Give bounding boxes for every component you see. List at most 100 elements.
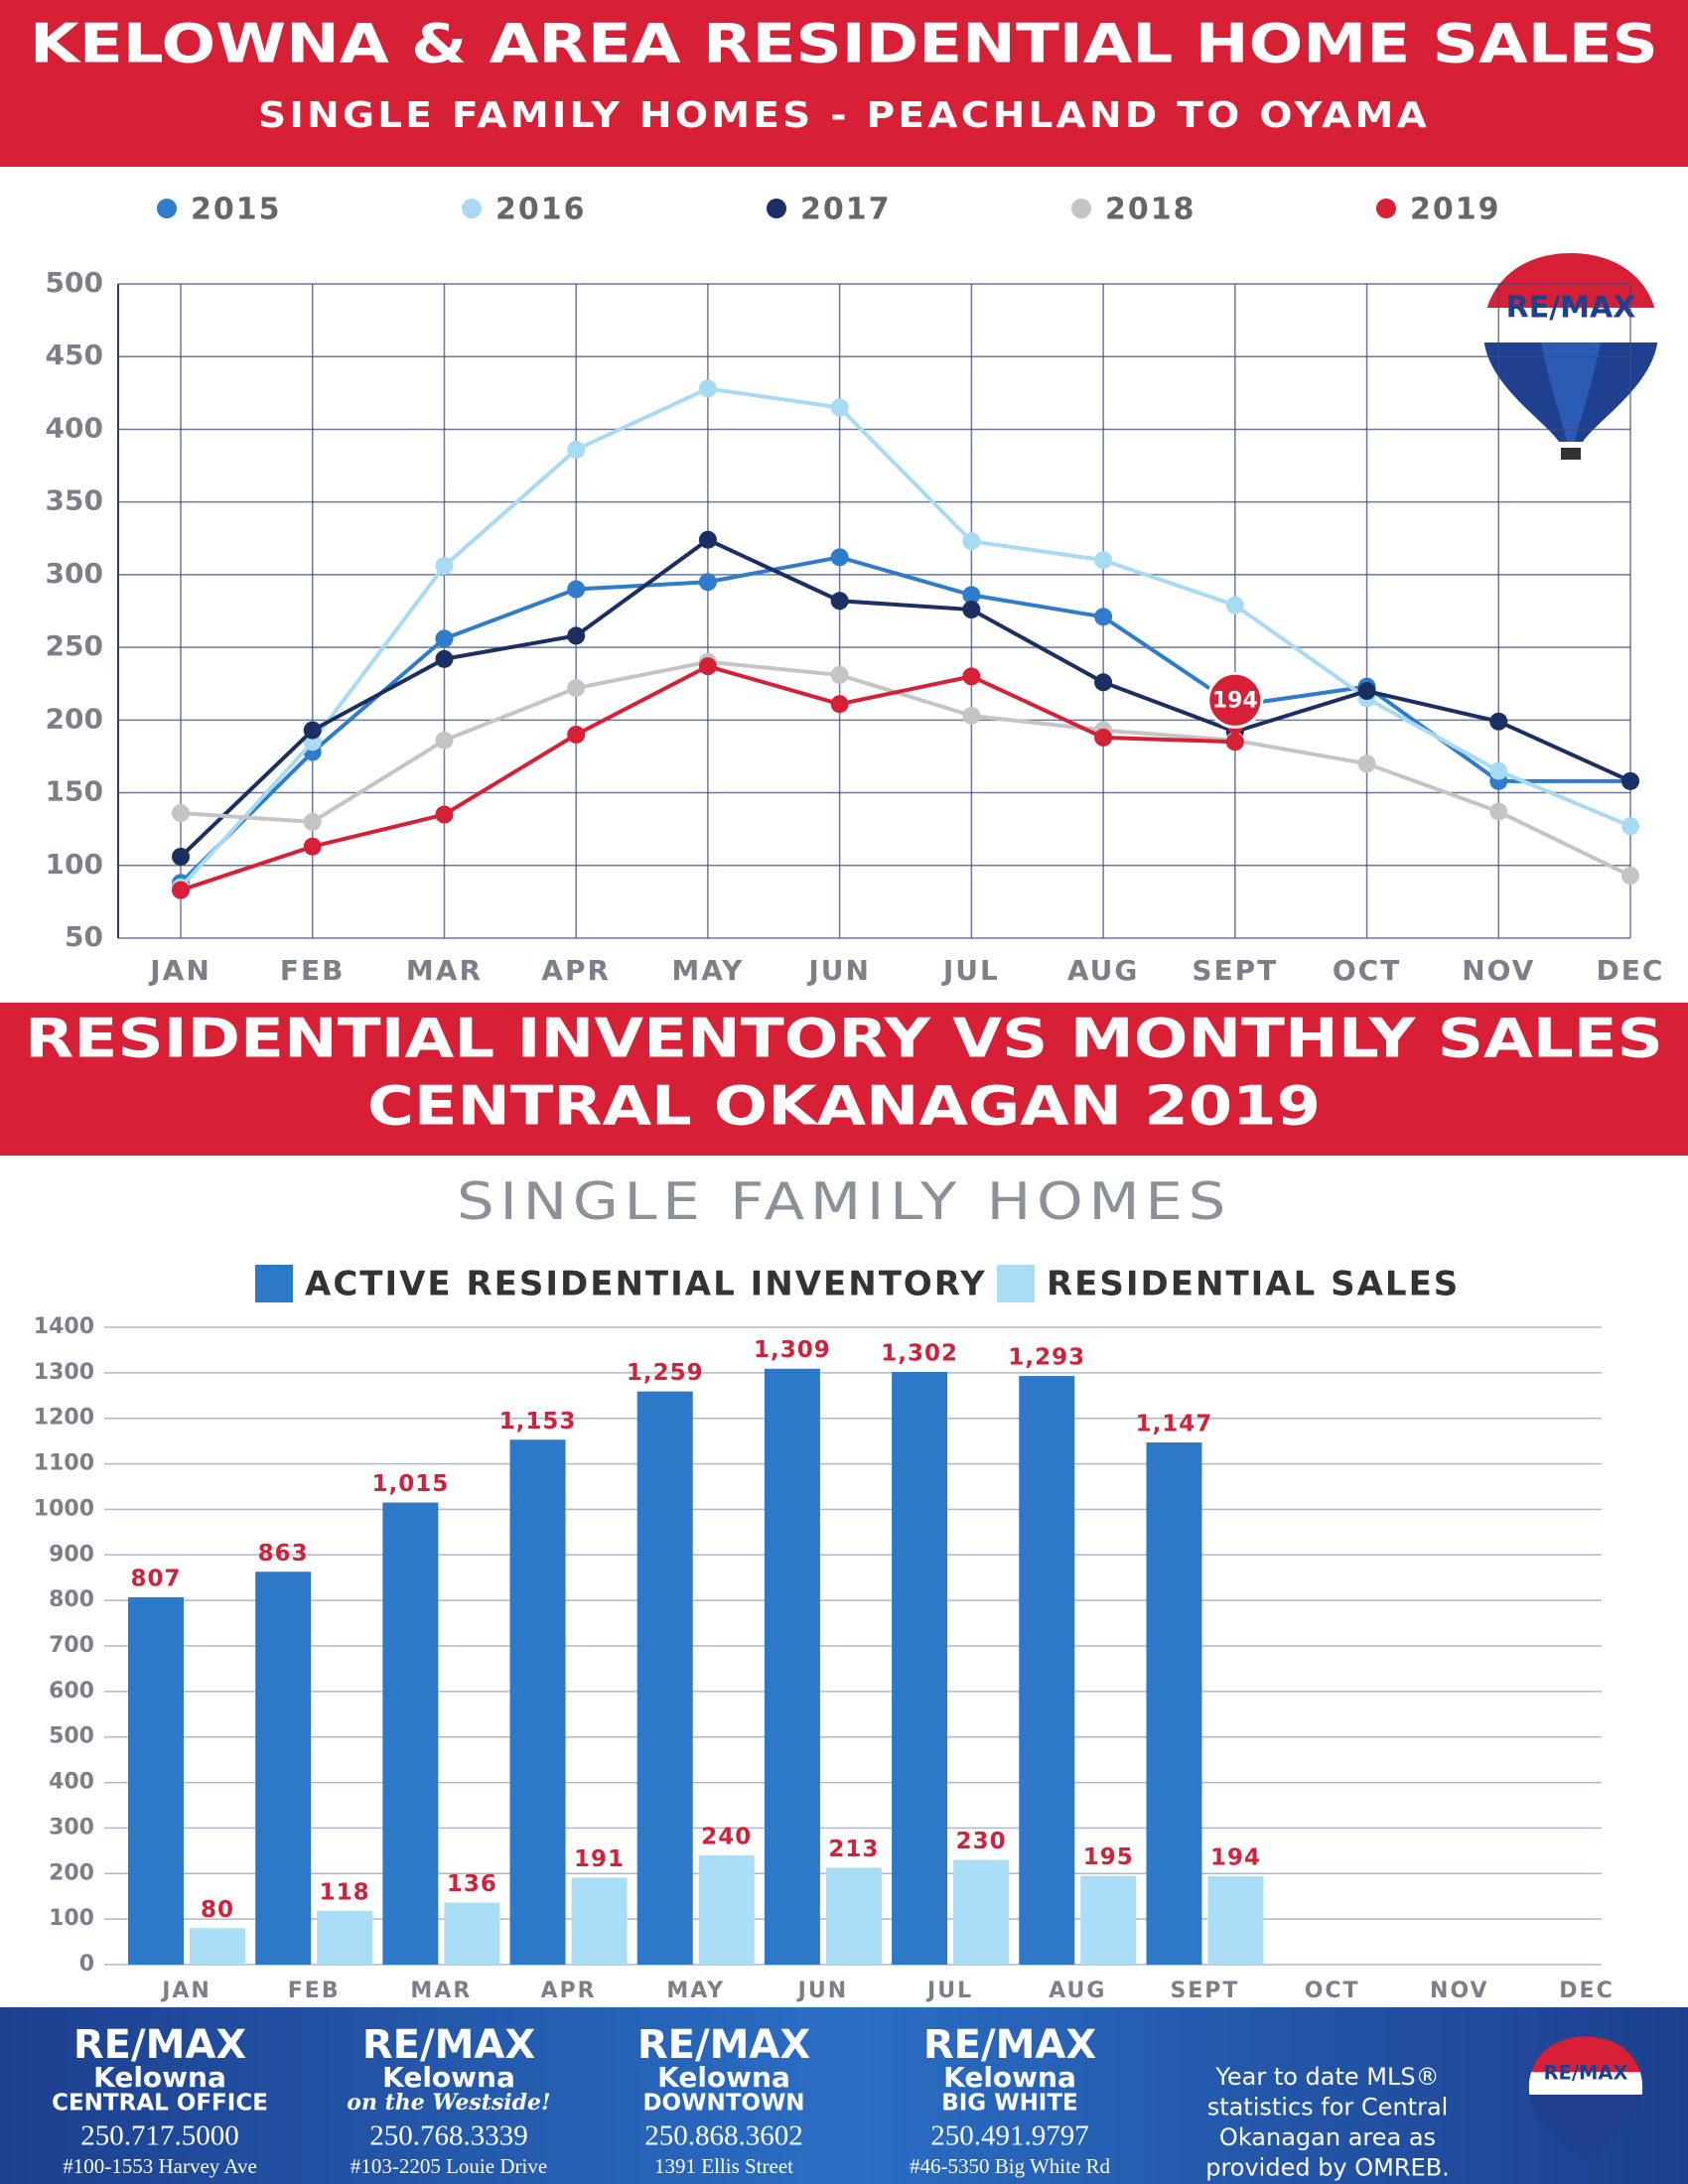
data-point bbox=[830, 695, 849, 714]
logo-text: RE/MAX bbox=[1544, 2062, 1628, 2085]
bar bbox=[1019, 1376, 1075, 1965]
bar bbox=[764, 1368, 820, 1965]
legend-marker bbox=[767, 199, 786, 218]
y-tick-label: 0 bbox=[79, 1952, 94, 1977]
office-sub: DOWNTOWN bbox=[642, 2091, 804, 2116]
office-brand: RE/MAX bbox=[637, 2022, 810, 2068]
legend-label: 2017 bbox=[800, 193, 892, 227]
office-name: Kelowna bbox=[93, 2061, 226, 2094]
y-tick-label: 1400 bbox=[34, 1314, 94, 1339]
footer-note: statistics for Central bbox=[1207, 2094, 1449, 2121]
x-tick-label: JUL bbox=[925, 1979, 973, 2003]
data-point bbox=[1225, 733, 1244, 751]
data-point bbox=[698, 657, 717, 676]
office-address: #46-5350 Big White Rd bbox=[910, 2154, 1111, 2178]
office-phone: 250.868.3602 bbox=[644, 2120, 803, 2152]
data-point bbox=[172, 881, 190, 899]
series-line bbox=[179, 537, 1631, 859]
top-banner bbox=[0, 0, 1688, 167]
annotation: 194 bbox=[1212, 688, 1258, 713]
series-line bbox=[179, 555, 1630, 885]
bar bbox=[255, 1571, 312, 1965]
series-line bbox=[180, 659, 1631, 878]
data-point bbox=[1489, 712, 1508, 731]
office-address: #100-1553 Harvey Ave bbox=[63, 2154, 257, 2178]
y-tick-label: 300 bbox=[46, 557, 103, 590]
data-point bbox=[698, 573, 717, 592]
data-label: 213 bbox=[828, 1837, 879, 1862]
data-point bbox=[962, 532, 981, 551]
y-tick-label: 700 bbox=[49, 1633, 94, 1658]
x-tick-label: OCT bbox=[1305, 1979, 1360, 2003]
x-tick-label: FEB bbox=[280, 954, 346, 987]
legend-marker bbox=[1376, 199, 1396, 218]
data-label: 807 bbox=[130, 1566, 181, 1591]
bar bbox=[1146, 1442, 1202, 1965]
y-tick-label: 200 bbox=[46, 702, 103, 735]
y-tick-label: 500 bbox=[49, 1724, 94, 1749]
data-label: 191 bbox=[574, 1846, 625, 1872]
x-tick-label: MAY bbox=[666, 1979, 725, 2003]
y-tick-label: 200 bbox=[49, 1860, 94, 1885]
data-point bbox=[435, 557, 454, 576]
title: KELOWNA & AREA RESIDENTIAL HOME SALES bbox=[30, 13, 1658, 75]
data-point bbox=[1357, 682, 1376, 701]
x-tick-label: MAR bbox=[410, 1979, 472, 2003]
data-label: 1,309 bbox=[754, 1337, 831, 1363]
x-tick-label: DEC bbox=[1597, 954, 1665, 987]
y-tick-label: 150 bbox=[46, 775, 103, 808]
data-label: 80 bbox=[201, 1897, 234, 1923]
legend-label: 2015 bbox=[191, 193, 282, 227]
data-label: 136 bbox=[447, 1871, 497, 1897]
bar bbox=[636, 1391, 693, 1965]
data-point bbox=[172, 804, 190, 823]
y-tick-label: 900 bbox=[49, 1542, 94, 1567]
data-point bbox=[1621, 817, 1639, 836]
data-point bbox=[1094, 608, 1113, 626]
data-point bbox=[962, 586, 981, 605]
legend-label: 2016 bbox=[495, 193, 587, 227]
x-tick-label: JUN bbox=[806, 954, 871, 987]
data-point bbox=[172, 847, 190, 866]
x-tick-label: FEB bbox=[288, 1979, 341, 2003]
bar bbox=[128, 1596, 184, 1965]
bar bbox=[698, 1854, 755, 1965]
office-address: #103-2205 Louie Drive bbox=[351, 2154, 547, 2178]
data-point bbox=[435, 649, 454, 668]
data-point bbox=[698, 379, 717, 398]
y-tick-label: 1200 bbox=[34, 1406, 94, 1431]
data-point bbox=[1621, 867, 1639, 886]
data-point bbox=[962, 667, 981, 686]
legend-marker bbox=[462, 199, 482, 218]
data-point bbox=[567, 440, 586, 459]
title: RESIDENTIAL INVENTORY VS MONTHLY SALES bbox=[25, 1008, 1663, 1070]
data-point bbox=[962, 601, 981, 619]
office-name: Kelowna bbox=[657, 2061, 790, 2094]
data-label: 863 bbox=[258, 1541, 309, 1567]
x-tick-label: MAY bbox=[671, 954, 744, 987]
office-name: Kelowna bbox=[382, 2061, 515, 2094]
x-tick-label: NOV bbox=[1430, 1979, 1489, 2003]
x-tick-label: AUG bbox=[1067, 954, 1140, 987]
legend-label: ACTIVE RESIDENTIAL INVENTORY bbox=[305, 1265, 987, 1304]
y-tick-label: 1000 bbox=[34, 1496, 94, 1521]
footer bbox=[0, 2007, 1688, 2184]
office-phone: 250.491.9797 bbox=[930, 2120, 1089, 2152]
data-label: 1,259 bbox=[627, 1360, 704, 1386]
data-label: 240 bbox=[701, 1824, 752, 1849]
x-tick-label: JUN bbox=[796, 1979, 848, 2003]
footer-note: Year to date MLS® bbox=[1214, 2063, 1439, 2091]
office-sub: CENTRAL OFFICE bbox=[52, 2091, 268, 2116]
data-point bbox=[303, 721, 322, 740]
bar bbox=[825, 1867, 882, 1965]
x-tick-label: JAN bbox=[160, 1979, 211, 2003]
data-point bbox=[698, 530, 717, 549]
data-point bbox=[567, 626, 586, 645]
data-label: 195 bbox=[1083, 1844, 1134, 1870]
bar bbox=[509, 1439, 566, 1965]
logo-balloon: RE/MAX bbox=[1483, 253, 1658, 460]
data-point bbox=[1094, 728, 1113, 747]
data-point bbox=[1357, 754, 1376, 773]
bar bbox=[953, 1859, 1010, 1965]
